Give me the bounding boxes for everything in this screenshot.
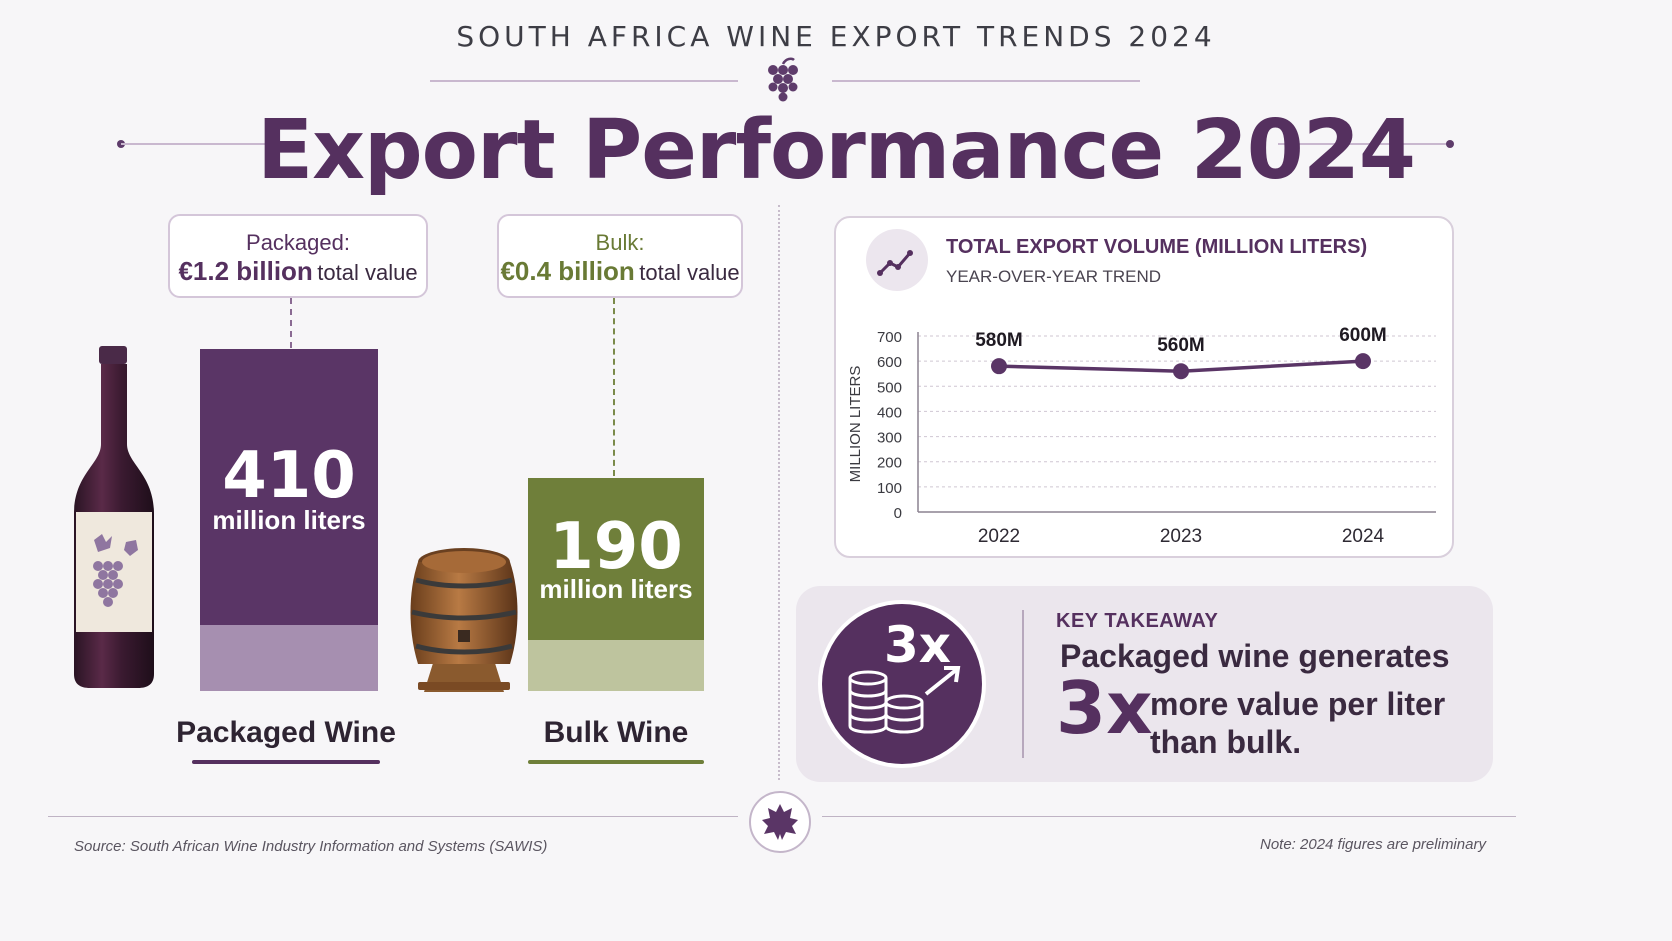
callout-suffix: total value (639, 260, 740, 285)
coins-icon (848, 666, 961, 734)
y-tick-label: 0 (894, 505, 902, 522)
data-point (1173, 363, 1189, 380)
y-tick-label: 600 (877, 354, 902, 371)
trend-icon-circle (866, 229, 928, 291)
callout-suffix: total value (317, 260, 418, 285)
barrel-icon (410, 548, 518, 692)
title-rule-right (1278, 143, 1450, 145)
takeaway-badge (818, 600, 986, 768)
page-eyebrow: SOUTH AFRICA WINE EXPORT TRENDS 2024 (456, 20, 1216, 53)
bulk-callout: Bulk: €0.4 billion total value (497, 214, 743, 298)
callout-value: €1.2 billion (178, 256, 313, 286)
x-tick-label: 2024 (1342, 526, 1385, 547)
takeaway-line-2: more value per liter (1150, 686, 1446, 722)
takeaway-line-1: Packaged wine generates (1060, 638, 1450, 674)
y-tick-label: 200 (877, 455, 902, 472)
bulk-bar-base (528, 640, 704, 691)
y-tick-label: 100 (877, 480, 902, 497)
page-title: Export Performance 2024 (257, 103, 1416, 198)
y-tick-label: 400 (877, 404, 902, 421)
callout-connector (613, 298, 615, 476)
packaged-bar-base (200, 625, 378, 691)
y-axis-label: MILLION LITERS (847, 366, 864, 483)
footer-rule-left (48, 816, 738, 817)
data-point (1355, 353, 1371, 370)
callout-connector (290, 298, 292, 348)
packaged-label: Packaged Wine (176, 716, 396, 749)
divider-line (832, 80, 1140, 82)
line-dot (1446, 140, 1454, 148)
chart-card (834, 216, 1454, 558)
callout-label: Bulk: (595, 230, 645, 255)
label-underline (528, 760, 704, 764)
data-point (991, 358, 1007, 375)
divider-line (430, 80, 738, 82)
line-chart: 0 100 200 300 400 500 600 700 MILLION LITERS 580M… (847, 325, 1436, 547)
takeaway-multiplier: 3x (1056, 666, 1153, 750)
bar-value: 410 (222, 439, 356, 513)
takeaway-line-3: than bulk. (1150, 724, 1302, 760)
bar-value: 190 (549, 510, 683, 584)
bulk-bar: 190 million liters (528, 478, 704, 640)
badge-label: 3x (884, 616, 952, 674)
x-tick-label: 2023 (1160, 526, 1202, 547)
takeaway-divider (1022, 610, 1024, 758)
data-label: 600M (1339, 325, 1387, 346)
x-tick-label: 2022 (978, 526, 1020, 547)
bar-unit: million liters (212, 505, 366, 535)
y-tick-label: 300 (877, 430, 902, 447)
bulk-label: Bulk Wine (543, 716, 689, 749)
callout-value: €0.4 billion (500, 256, 635, 286)
trend-chart-icon (877, 250, 913, 276)
source-note: Source: South African Wine Industry Info… (74, 838, 548, 855)
data-label: 560M (1157, 335, 1205, 356)
grape-icon (768, 57, 798, 102)
callout-label: Packaged: (246, 230, 350, 255)
chart-subtitle: YEAR-OVER-YEAR TREND (946, 267, 1162, 286)
grape-leaf-icon (749, 791, 811, 853)
title-rule-left (121, 143, 297, 145)
bar-unit: million liters (539, 574, 693, 604)
data-label: 580M (975, 330, 1023, 351)
footer-rule-right (822, 816, 1516, 817)
packaged-callout: Packaged: €1.2 billion total value (168, 214, 428, 298)
preliminary-note: Note: 2024 figures are preliminary (1260, 836, 1486, 853)
section-divider (778, 205, 780, 780)
packaged-bar: 410 million liters (200, 349, 378, 625)
label-underline (192, 760, 380, 764)
takeaway-eyebrow: KEY TAKEAWAY (1056, 610, 1219, 632)
y-tick-label: 700 (877, 329, 902, 346)
wine-bottle-icon (74, 346, 154, 688)
chart-title: TOTAL EXPORT VOLUME (MILLION LITERS) (946, 236, 1368, 258)
y-tick-label: 500 (877, 379, 902, 396)
